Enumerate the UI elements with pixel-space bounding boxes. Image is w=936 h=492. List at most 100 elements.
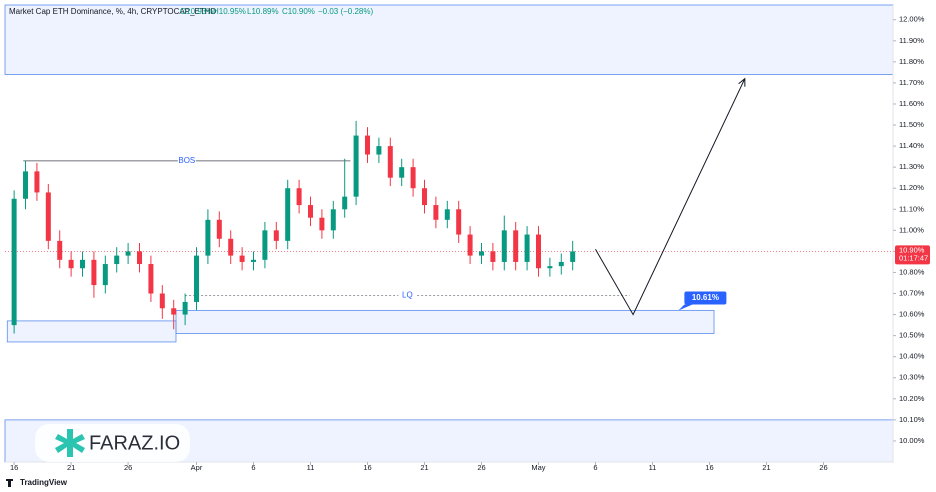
candle-body — [80, 259, 86, 269]
projection-arrowhead — [738, 77, 746, 87]
candle-body — [410, 167, 416, 189]
zone — [175, 309, 715, 334]
x-tick-label: 11 — [649, 463, 657, 472]
ohlc-high: H10.95% — [213, 7, 246, 16]
y-tick-label: 11.70% — [899, 78, 924, 87]
x-tick-label: 16 — [705, 463, 713, 472]
candle-body — [251, 259, 257, 262]
candle-body — [342, 196, 348, 210]
projection-path — [595, 78, 746, 316]
x-tick-label: 6 — [251, 463, 255, 472]
y-tick-label: 10.60% — [899, 310, 925, 319]
candle-body — [11, 198, 17, 326]
y-tick-label: 10.80% — [899, 267, 925, 276]
candle-body — [34, 171, 40, 193]
x-tick-label: 21 — [67, 463, 75, 472]
x-tick-label: 11 — [307, 463, 315, 472]
candle-body — [125, 251, 131, 256]
y-tick-label: 10.70% — [899, 289, 925, 298]
x-tick-label: Apr — [191, 463, 203, 472]
y-tick-label: 11.60% — [899, 99, 924, 108]
candle-body — [524, 234, 530, 262]
candle-body — [262, 230, 268, 260]
candle-body — [102, 264, 108, 286]
candle-body — [376, 146, 382, 155]
candle-body — [23, 171, 29, 199]
candle-body — [57, 240, 63, 260]
x-tick-label: 16 — [10, 463, 18, 472]
candle-body — [570, 251, 576, 262]
candle-body — [433, 205, 439, 220]
level-label-bg — [177, 155, 196, 166]
candle-body — [228, 238, 234, 256]
target-label-pointer — [678, 304, 693, 311]
y-tick-label: 10.50% — [899, 331, 925, 340]
target-label: 10.61% — [692, 293, 719, 302]
candle-body — [148, 264, 154, 294]
candle-body — [68, 259, 74, 269]
y-tick-label: 11.30% — [899, 162, 924, 171]
candle-body — [364, 135, 370, 155]
candle-body — [91, 259, 97, 286]
x-tick-label: 21 — [762, 463, 770, 472]
target-label-bg — [684, 291, 727, 305]
candle-body — [490, 251, 496, 262]
candle-body — [387, 146, 393, 178]
y-tick-label: 11.40% — [899, 141, 924, 150]
x-tick-label: 26 — [819, 463, 827, 472]
y-tick-label: 10.40% — [899, 352, 925, 361]
candle-body — [353, 135, 359, 197]
candle-body — [273, 230, 279, 241]
candle-body — [239, 255, 245, 262]
watermark-bg — [35, 424, 190, 462]
candle-body — [467, 234, 473, 256]
candle-body — [205, 219, 211, 256]
candle-body — [456, 209, 462, 235]
countdown-label: 01:17:47 — [899, 253, 928, 262]
candle-body — [45, 192, 51, 241]
x-tick-label: 26 — [477, 463, 485, 472]
last-price-label: 10.90% — [899, 245, 925, 254]
y-tick-label: 11.00% — [899, 225, 924, 234]
candle-body — [319, 217, 325, 231]
y-tick-label: 11.10% — [899, 204, 924, 213]
watermark: FARAZ.IO — [35, 424, 190, 462]
level-label-bg — [398, 290, 417, 301]
y-tick-label: 11.90% — [899, 36, 924, 45]
candle-body — [478, 251, 484, 256]
footer-logo — [6, 479, 13, 487]
y-tick-label: 11.80% — [899, 57, 924, 66]
header: Market Cap ETH Dominance, %, 4h, CRYPTOC… — [9, 7, 373, 16]
candle-body — [444, 209, 450, 220]
plot: BOS LQ 10.61% — [4, 4, 894, 463]
x-tick-label: 16 — [363, 463, 371, 472]
watermark-text: FARAZ.IO — [89, 432, 180, 454]
candle-body — [114, 255, 120, 265]
x-tick-label: May — [531, 463, 545, 472]
last-price-tag — [895, 245, 930, 265]
y-tick-label: 10.20% — [899, 394, 925, 403]
candle-body — [421, 188, 427, 206]
candle-body — [137, 251, 143, 265]
logo-star — [55, 429, 85, 457]
candle-body — [194, 255, 200, 302]
x-tick-label: 21 — [420, 463, 428, 472]
zone — [6, 320, 177, 343]
candle-body — [535, 234, 541, 269]
y-tick-label: 10.10% — [899, 415, 925, 424]
x-tick-label: 26 — [124, 463, 132, 472]
candle-body — [558, 261, 564, 267]
y-tick-label: 10.30% — [899, 373, 925, 382]
ohlc-change: −0.03 (−0.28%) — [318, 7, 373, 16]
candle-body — [285, 188, 291, 241]
ohlc-open: O10.93% — [180, 7, 213, 16]
watermark-logo — [55, 429, 85, 457]
candle-body — [330, 209, 336, 231]
y-tick-label: 12.00% — [899, 15, 925, 24]
y-tick-label: 11.50% — [899, 120, 924, 129]
candle-body — [159, 293, 165, 309]
candle-body — [182, 301, 188, 315]
candle-body — [399, 167, 405, 178]
candle-body — [216, 219, 222, 239]
